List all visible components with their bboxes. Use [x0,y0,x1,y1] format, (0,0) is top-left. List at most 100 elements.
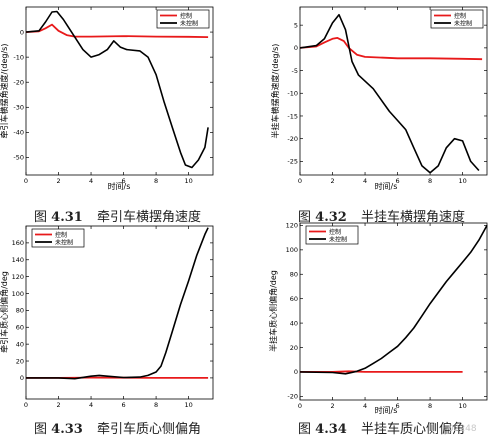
caption-fig-4-33: 图 4.33 牵引车质心侧偏角 [34,418,201,437]
x-tick-label: 10 [184,401,192,409]
legend-label: 未控制 [180,19,198,27]
y-tick-label: 40 [290,319,298,327]
x-tick-label: 6 [395,402,399,410]
legend-label: 控制 [454,12,466,20]
x-tick-label: 8 [154,177,158,185]
y-tick-label: -20 [287,393,298,401]
y-tick-label: 160 [12,239,24,247]
legend-label: 控制 [55,231,67,239]
y-tick-label: -40 [13,129,24,137]
y-tick-label: 5 [294,21,298,29]
x-tick-label: 0 [298,177,302,185]
series-line-uncontrolled [299,225,488,375]
x-tick-label: 8 [428,177,432,185]
y-tick-label: 120 [286,222,298,230]
x-tick-label: 6 [121,177,125,185]
plot-frame [25,6,214,176]
caption-fig-4-32: 图 4.32 半挂车横摆角速度 [298,206,465,225]
y-tick-label: 0 [294,44,298,52]
y-tick-label: -25 [287,158,298,166]
caption-text: 牵引车横摆角速度 [96,210,201,225]
x-tick-label: 2 [56,401,60,409]
chart-3: 0 2 4 6 8 10020406080100120140160控制未控制牵引车质心侧偏… [0,225,214,409]
y-tick-label: 60 [290,295,298,303]
x-axis-label: 时间/s [108,181,131,191]
y-axis-label: 半挂车横摆角速度/(deg/s) [270,44,280,139]
y-tick-label: 0 [20,374,24,382]
y-tick-label: 140 [12,256,24,264]
y-tick-label: -20 [287,135,298,143]
x-tick-label: 4 [363,177,367,185]
y-axis-label: 牵引车质心侧偏角/deg [0,271,9,353]
legend-label: 控制 [180,12,192,20]
x-tick-label: 8 [154,401,158,409]
y-tick-label: 80 [290,271,298,279]
y-tick-label: 100 [286,246,298,254]
y-axis-label: 半挂车质心侧偏角/deg [268,270,278,352]
y-tick-label: -50 [13,154,24,162]
series-line-controlled [25,23,209,38]
caption-text: 半挂车横摆角速度 [360,210,465,225]
watermark: 02248 [448,424,477,434]
x-tick-label: 10 [458,402,466,410]
y-tick-label: 0 [294,368,298,376]
x-tick-label: 0 [24,177,28,185]
y-tick-label: 20 [290,344,298,352]
series-line-uncontrolled [25,10,209,169]
series-line-controlled [299,37,483,61]
x-tick-label: 4 [89,401,93,409]
y-tick-label: -10 [13,53,24,61]
caption-number: 4.33 [51,422,83,437]
y-tick-label: -10 [287,90,298,98]
plot-frame [299,222,488,401]
plot-frame [25,225,214,400]
x-tick-label: 4 [363,402,367,410]
legend-label: 未控制 [329,235,347,243]
x-tick-label: 8 [428,402,432,410]
x-tick-label: 2 [330,177,334,185]
y-tick-label: 60 [16,324,24,332]
y-tick-label: 20 [16,357,24,365]
plot-frame [299,6,488,176]
x-tick-label: 2 [56,177,60,185]
chart-4: 0 2 4 6 8 10120100806040200-20控制未控制时间/s半挂车质心侧… [268,222,488,415]
x-tick-label: 6 [395,177,399,185]
y-tick-label: -15 [287,112,298,120]
y-tick-label: -20 [13,79,24,87]
legend-label: 未控制 [55,238,73,246]
legend-label: 控制 [329,228,341,236]
caption-number: 4.31 [51,210,83,225]
x-tick-label: 6 [121,401,125,409]
x-axis-label: 时间/s [375,405,398,415]
caption-prefix: 图 [298,210,312,225]
caption-number: 4.32 [315,210,347,225]
caption-fig-4-34: 图 4.34 半挂车质心侧偏角 [298,418,465,437]
series-line-uncontrolled [26,227,209,380]
y-tick-label: -5 [292,67,298,75]
x-tick-label: 0 [298,402,302,410]
series-line-uncontrolled [299,13,480,174]
x-axis-label: 时间/s [375,181,398,191]
y-tick-label: 120 [12,273,24,281]
x-tick-label: 4 [89,177,93,185]
y-tick-label: 0 [20,28,24,36]
caption-number: 4.34 [315,422,347,437]
x-tick-label: 2 [330,402,334,410]
x-tick-label: 0 [24,401,28,409]
caption-fig-4-31: 图 4.31 牵引车横摆角速度 [34,206,201,225]
legend-label: 未控制 [454,19,472,27]
x-tick-label: 10 [458,177,466,185]
caption-text: 牵引车质心侧偏角 [96,422,201,437]
y-axis-label: 牵引车横摆角速度/(deg/s) [0,44,9,139]
caption-prefix: 图 [34,210,48,225]
caption-prefix: 图 [34,422,48,437]
x-tick-label: 10 [184,177,192,185]
y-tick-label: 40 [16,340,24,348]
